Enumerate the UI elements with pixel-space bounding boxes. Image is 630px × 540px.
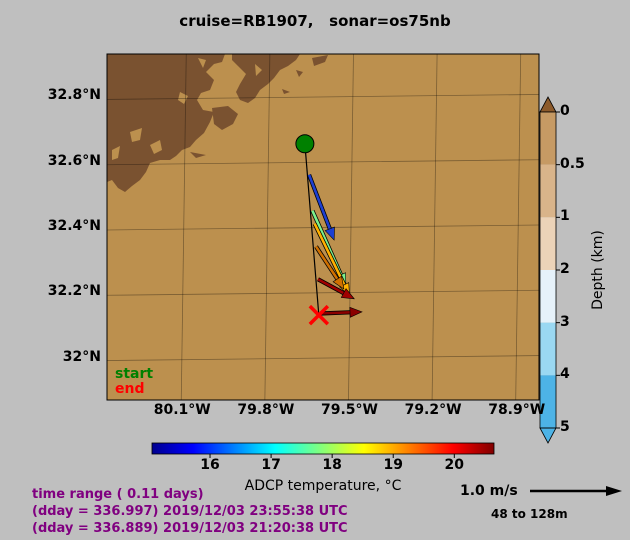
- depth-colorbar-segment: [540, 217, 556, 270]
- lon-gridline: [431, 53, 438, 401]
- water-inlets: [112, 58, 262, 160]
- lon-gridline: [348, 53, 354, 401]
- depth-colorbar-segment: [540, 322, 556, 376]
- lat-gridline: [106, 159, 540, 166]
- temperature-tick-label: 16: [200, 457, 220, 473]
- vector-shaft: [314, 245, 339, 280]
- depth-axis-title: Depth (km): [590, 230, 606, 310]
- lon-tick-label: 80.1°W: [153, 402, 211, 418]
- lat-tick-label: 32°N: [62, 348, 101, 365]
- velocity-vectors: [307, 174, 363, 318]
- scale-label: 1.0 m/s: [460, 483, 518, 499]
- start-marker: [295, 134, 315, 154]
- lat-tick-label: 32.6°N: [47, 152, 101, 169]
- lat-tick-label: 32.8°N: [47, 87, 101, 104]
- vector-head: [324, 226, 335, 241]
- velocity-vector: [307, 174, 335, 241]
- legend-start: start: [115, 366, 154, 382]
- chart-title: cruise=RB1907, sonar=os75nb: [179, 12, 451, 30]
- vector-shaft: [320, 311, 351, 315]
- lon-gridline: [515, 53, 522, 401]
- temperature-tick-label: 18: [322, 457, 342, 473]
- lat-tick-label: 32.4°N: [47, 218, 101, 234]
- depth-colorbar: [539, 96, 560, 444]
- velocity-vector: [314, 245, 345, 290]
- end-marker-stroke: [308, 304, 330, 326]
- depth-colorbar-segment: [540, 112, 556, 165]
- vector-shaft: [307, 174, 332, 230]
- vector-shaft: [317, 278, 345, 295]
- lon-tick-label: 79.8°W: [237, 402, 295, 418]
- velocity-vector: [316, 277, 355, 300]
- scale-arrow: [530, 486, 622, 496]
- depth-colorbar-top-cap: [539, 96, 557, 113]
- depth-tick-label: 1: [560, 208, 570, 225]
- temperature-tick-label: 19: [383, 457, 403, 473]
- depth-tick-label: 5: [560, 419, 570, 435]
- vector-head: [349, 306, 363, 318]
- depth-tick-label: 0.5: [560, 155, 585, 172]
- temperature-tick-label: 20: [444, 457, 465, 473]
- lat-gridline: [106, 94, 540, 100]
- land-mass: [107, 54, 328, 192]
- lat-gridline: [106, 355, 540, 361]
- lon-gridline: [180, 53, 187, 401]
- depth-colorbar-segment: [540, 164, 556, 218]
- end-time-text: (dday = 336.997) 2019/12/03 23:55:38 UTC: [32, 504, 348, 519]
- temperature-tick-label: 17: [261, 457, 281, 473]
- lon-tick-label: 79.2°W: [404, 402, 462, 418]
- lon-tick-label: 79.5°W: [320, 402, 378, 418]
- depth-tick-label: 4: [560, 366, 570, 383]
- grid-lines: [106, 53, 540, 401]
- start-time-text: (dday = 336.889) 2019/12/03 21:20:38 UTC: [32, 521, 348, 536]
- ship-track: [304, 143, 320, 316]
- depth-colorbar-segment: [540, 270, 556, 323]
- depth-tick-label: 0: [560, 103, 570, 119]
- lon-gridline: [264, 53, 271, 401]
- lat-gridline: [106, 289, 540, 296]
- lon-tick-label: 78.9°W: [488, 402, 546, 418]
- depth-tick-label: 2: [560, 261, 570, 277]
- depth-colorbar-bottom-cap: [539, 427, 557, 444]
- time-range-text: time range ( 0.11 days): [32, 487, 204, 502]
- temperature-colorbar-ticks: [209, 454, 455, 458]
- temperature-colorbar-label: ADCP temperature, °C: [244, 478, 402, 494]
- depth-colorbar-segment: [540, 375, 556, 428]
- velocity-vector: [320, 306, 363, 318]
- temperature-colorbar: [151, 442, 495, 455]
- vector-head: [340, 288, 355, 300]
- depth-range-label: 48 to 128m: [491, 507, 568, 521]
- depth-tick-label: 3: [560, 313, 570, 330]
- lat-gridline: [106, 224, 540, 231]
- legend-end: end: [115, 381, 145, 397]
- plot-frame: [106, 53, 540, 401]
- end-marker: [308, 304, 330, 326]
- vector-head: [332, 275, 345, 290]
- lat-tick-label: 32.2°N: [47, 283, 101, 300]
- vector-shaft: [313, 223, 346, 286]
